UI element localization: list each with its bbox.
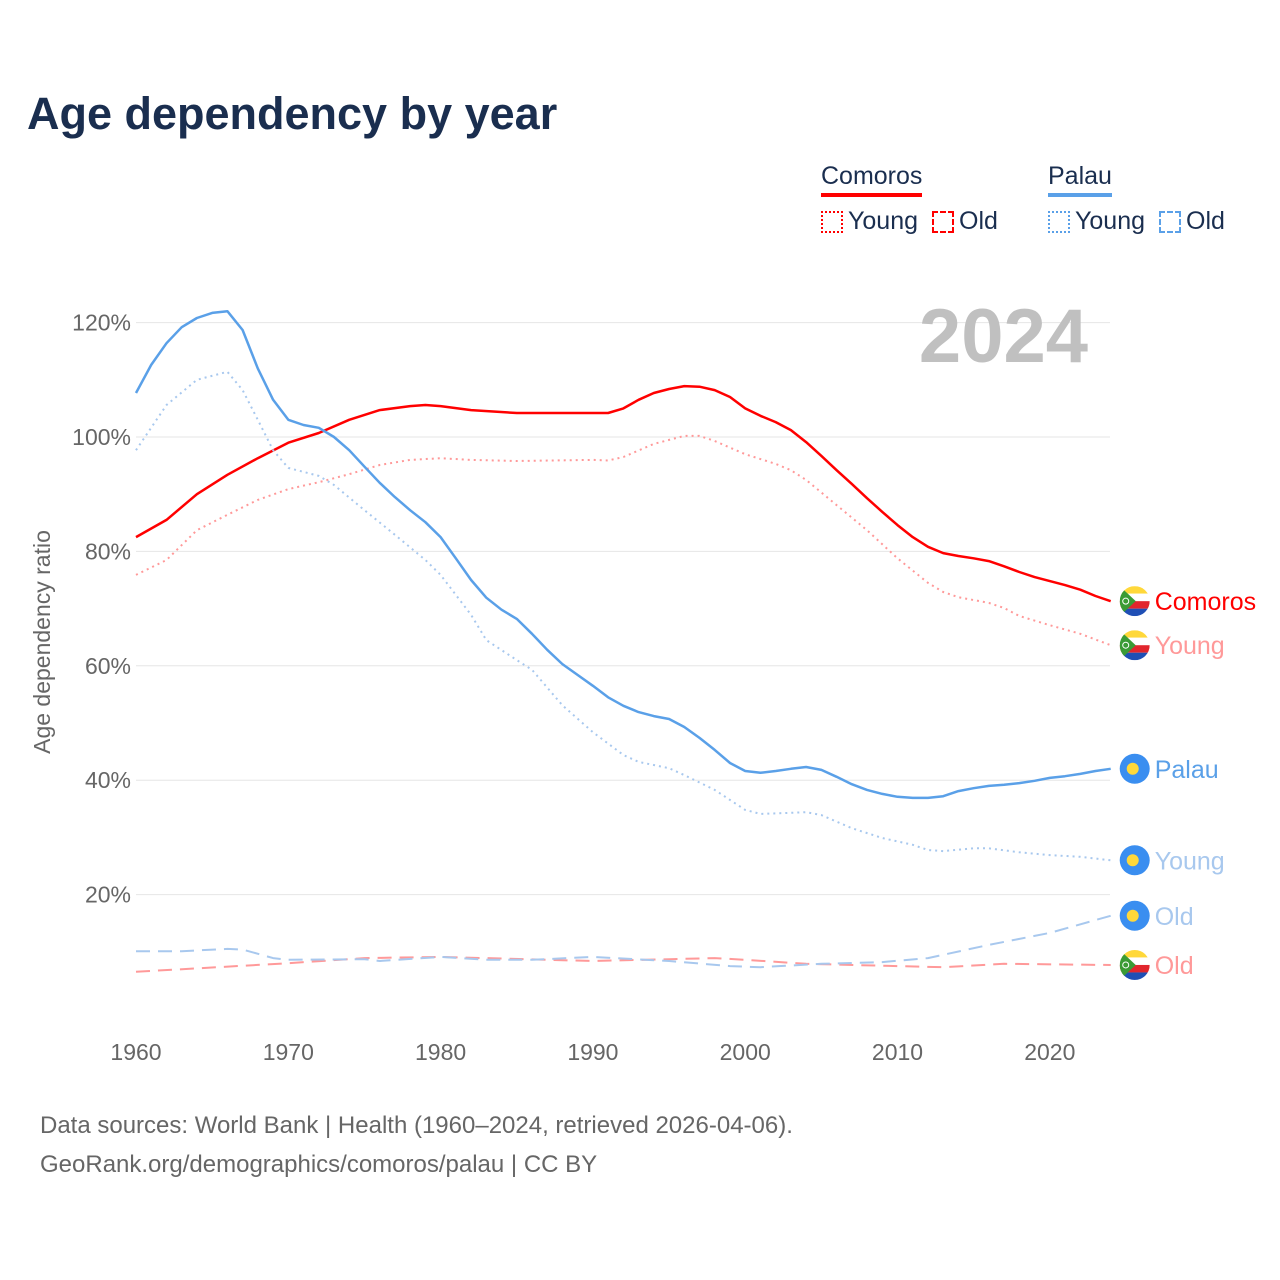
end-label: Palau	[1155, 756, 1219, 784]
y-tick-label: 120%	[72, 310, 131, 336]
flag-stripe	[1119, 593, 1150, 602]
footer: Data sources: World Bank | Health (1960–…	[40, 1106, 793, 1184]
end-label: Young	[1155, 847, 1225, 875]
legend-label: Old	[1186, 207, 1225, 235]
flag-stripes	[1119, 630, 1150, 661]
flag-icon-comoros	[1119, 949, 1150, 980]
x-tick-label: 1990	[567, 1039, 618, 1065]
dashed-swatch-icon	[932, 210, 954, 233]
end-label: Young	[1155, 632, 1225, 660]
flag-icon-palau	[1119, 753, 1150, 784]
flag-stripe	[1119, 964, 1150, 973]
series-line-comoros	[135, 384, 1112, 603]
flag-icon-palau	[1119, 900, 1150, 931]
flag-crescent	[1122, 641, 1130, 649]
dashed-swatch-icon	[1159, 210, 1181, 233]
flag-stripe	[1119, 637, 1150, 646]
x-tick-label: 1970	[263, 1039, 314, 1065]
dotted-swatch-icon	[821, 210, 843, 233]
flag-stripe	[1119, 645, 1150, 653]
flag-icon-comoros	[1119, 630, 1150, 661]
y-tick-label: 40%	[85, 767, 131, 793]
flag-triangle	[1119, 630, 1136, 661]
flag-stripe	[1119, 957, 1150, 965]
flag-disc	[1126, 762, 1139, 775]
flag-crescent	[1122, 597, 1130, 605]
legend-palau[interactable]: Palau Young Old	[1048, 162, 1225, 236]
legend-palau-young[interactable]: Young	[1048, 207, 1145, 236]
series-line-comoros-old	[135, 955, 1111, 973]
legend-label: Young	[848, 207, 918, 235]
source-link[interactable]: GeoRank.org/demographics/comoros/palau |…	[40, 1151, 598, 1178]
flag-triangle	[1119, 949, 1136, 980]
dotted-swatch-icon	[1048, 210, 1070, 233]
series-line-palau-old	[136, 914, 1111, 969]
y-tick-label: 80%	[85, 538, 131, 564]
flag-disc	[1126, 909, 1139, 922]
flag-icon-palau	[1119, 845, 1150, 876]
x-tick-label: 2010	[872, 1039, 923, 1065]
flag-stripe	[1119, 630, 1150, 638]
flag-stripe	[1119, 652, 1150, 661]
flag-stripe	[1119, 601, 1150, 609]
legend-country-palau: Palau	[1048, 162, 1112, 197]
end-label: Comoros	[1155, 588, 1256, 616]
flag-icon-comoros	[1119, 586, 1150, 617]
x-tick-label: 1960	[110, 1039, 161, 1065]
y-tick-label: 60%	[85, 653, 131, 679]
data-source: Data sources: World Bank | Health (1960–…	[40, 1112, 793, 1139]
x-tick-label: 1980	[415, 1039, 466, 1065]
legend-palau-old[interactable]: Old	[1159, 207, 1225, 236]
chart-title: Age dependency by year	[27, 88, 558, 139]
flag-stripe	[1119, 972, 1150, 980]
series-line-comoros-young	[135, 434, 1112, 647]
flag-stripes	[1119, 586, 1150, 617]
series-line-palau	[134, 309, 1111, 800]
legend-label: Old	[959, 207, 998, 235]
y-tick-label: 20%	[85, 882, 131, 908]
x-tick-label: 2000	[720, 1039, 771, 1065]
end-label: Old	[1155, 952, 1194, 980]
year-watermark: 2024	[919, 294, 1088, 379]
flag-disc	[1126, 854, 1139, 867]
end-label: Old	[1155, 903, 1194, 931]
flag-stripes	[1119, 949, 1150, 980]
flag-triangle	[1119, 586, 1136, 617]
y-tick-label: 100%	[72, 424, 131, 450]
legend-comoros-young[interactable]: Young	[821, 207, 918, 236]
flag-stripe	[1119, 949, 1150, 958]
y-axis-label: Age dependency ratio	[29, 530, 55, 754]
legend-comoros[interactable]: Comoros Young Old	[821, 162, 998, 236]
legend-comoros-old[interactable]: Old	[932, 207, 998, 236]
flag-crescent	[1122, 961, 1130, 969]
x-tick-label: 2020	[1024, 1039, 1075, 1065]
flag-stripe	[1119, 586, 1150, 594]
legend-label: Young	[1075, 207, 1145, 235]
legend-country-comoros: Comoros	[821, 162, 923, 197]
flag-stripe	[1119, 608, 1150, 617]
